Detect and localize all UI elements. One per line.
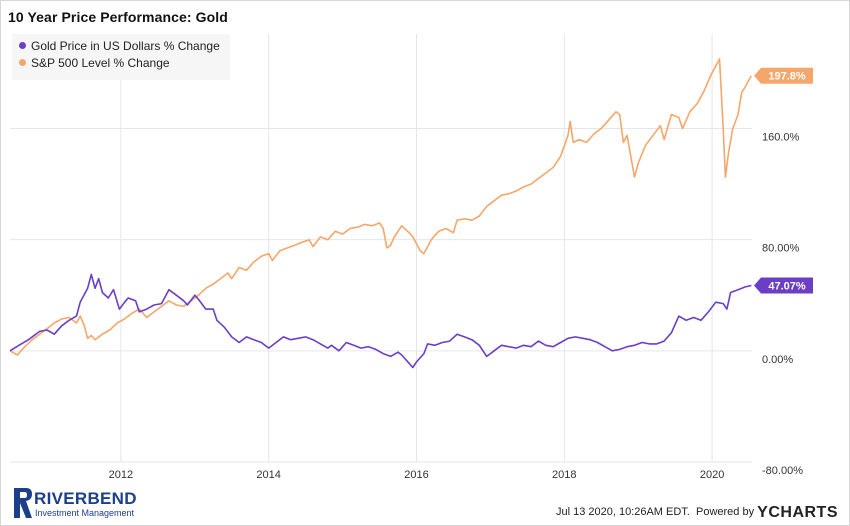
chart-legend[interactable]: Gold Price in US Dollars % Change S&P 50… (12, 34, 230, 80)
y-tick-label: 80.00% (762, 243, 800, 255)
logo-subtitle: Investment Management (35, 508, 135, 518)
sp500-series-dot-icon (19, 59, 26, 66)
y-tick-label: -80.00% (762, 465, 803, 477)
x-tick-label: 2020 (700, 469, 724, 481)
legend-sp500-label: S&P 500 Level % Change (31, 56, 170, 70)
x-tick-label: 2018 (552, 469, 576, 481)
logo-wordmark: RIVERBEND (34, 489, 137, 508)
timestamp: Jul 13 2020, 10:26AM EDT. (555, 506, 690, 518)
chart-title: 10 Year Price Performance: Gold (8, 9, 228, 25)
gold-end-label: 47.07% (754, 277, 813, 294)
legend-gold-label: Gold Price in US Dollars % Change (31, 39, 220, 53)
powered-by-text: Powered by (696, 506, 755, 518)
gold-series-dot-icon (19, 42, 26, 49)
gold-series-line[interactable] (9, 273, 752, 369)
chart-grid (10, 34, 752, 463)
end-label-text: 47.07% (768, 281, 806, 293)
end-label-text: 197.8% (768, 71, 806, 83)
ycharts-y-icon: Y (757, 504, 769, 521)
x-tick-label: 2014 (256, 469, 280, 481)
footer-stamp: Jul 13 2020, 10:26AM EDT. Powered by YCH… (556, 504, 838, 522)
sp500-end-label: 197.8% (754, 67, 813, 84)
x-tick-label: 2012 (109, 469, 133, 481)
x-tick-label: 2016 (404, 469, 428, 481)
legend-item-gold[interactable]: Gold Price in US Dollars % Change (19, 39, 220, 53)
riverbend-logo-icon (14, 488, 32, 518)
ycharts-brand-text: CHARTS (768, 504, 838, 521)
end-value-labels: 47.07% 197.8% (754, 67, 813, 294)
ycharts-brand[interactable]: YCHARTS (757, 504, 838, 521)
end-label-tag (754, 67, 813, 84)
end-label-tag (754, 277, 813, 294)
y-tick-label: 0.00% (762, 354, 793, 366)
legend-item-sp500[interactable]: S&P 500 Level % Change (19, 56, 170, 70)
y-tick-label: 160.0% (762, 131, 800, 143)
sp500-series-line[interactable] (9, 58, 753, 356)
chart-series (9, 58, 753, 369)
axis-ticks: 160.0% 80.00% 0.00% -80.00% 2012 2014 2016 2018… (109, 131, 804, 481)
